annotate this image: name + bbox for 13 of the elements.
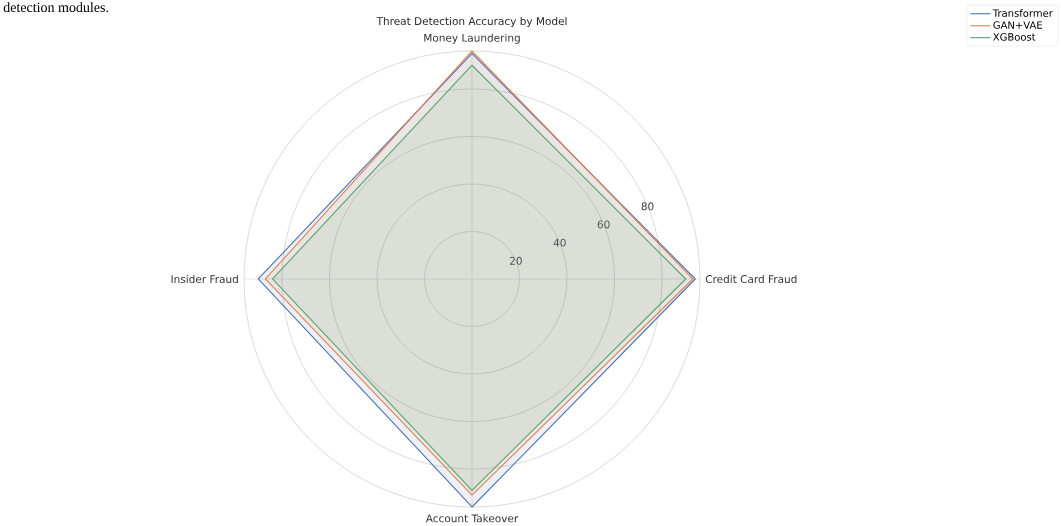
legend-label: GAN+VAE [993, 21, 1042, 29]
text: Threat Detection Accuracy by Model [376, 16, 567, 28]
spoke-label: Insider Fraud [171, 274, 238, 284]
spoke-label: Credit Card Fraud [705, 274, 797, 284]
legend-label: Transformer [992, 9, 1053, 17]
spoke-label: Money Laundering [424, 33, 520, 44]
y-tick-label: 60 [597, 220, 610, 229]
spoke-label: Account Takeover [425, 514, 519, 523]
y-tick-label: 80 [641, 202, 654, 211]
y-tick-label: 20 [509, 256, 522, 265]
y-tick-label: 40 [553, 238, 566, 247]
legend-label: XGBoost [993, 33, 1036, 41]
text: detection modules. [3, 2, 109, 13]
